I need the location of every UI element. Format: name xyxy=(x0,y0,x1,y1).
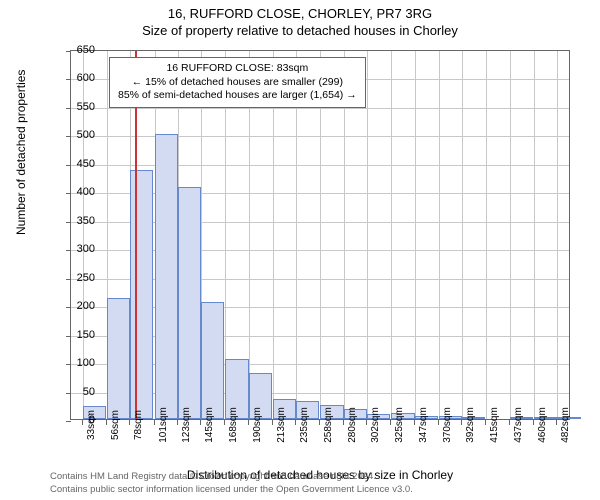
x-tick-label: 325sqm xyxy=(394,407,405,443)
y-tick-label: 50 xyxy=(65,386,95,398)
x-tick-mark xyxy=(129,420,130,425)
info-box-line: 85% of semi-detached houses are larger (… xyxy=(118,89,357,103)
info-box: 16 RUFFORD CLOSE: 83sqm← 15% of detached… xyxy=(109,57,366,108)
y-tick-label: 250 xyxy=(65,272,95,284)
x-tick-label: 302sqm xyxy=(370,407,381,443)
x-tick-mark xyxy=(319,420,320,425)
x-tick-label: 101sqm xyxy=(158,407,169,443)
x-tick-mark xyxy=(224,420,225,425)
y-tick-label: 350 xyxy=(65,215,95,227)
footer-line1: Contains HM Land Registry data © Crown c… xyxy=(50,471,413,483)
y-tick-label: 550 xyxy=(65,101,95,113)
x-tick-label: 213sqm xyxy=(276,407,287,443)
x-tick-label: 235sqm xyxy=(299,407,310,443)
y-tick-label: 450 xyxy=(65,158,95,170)
gridline-vertical xyxy=(439,51,440,419)
plot-area: 16 RUFFORD CLOSE: 83sqm← 15% of detached… xyxy=(70,50,570,420)
x-tick-label: 415sqm xyxy=(489,407,500,443)
x-tick-mark xyxy=(533,420,534,425)
gridline-vertical xyxy=(534,51,535,419)
gridline-vertical xyxy=(557,51,558,419)
histogram-bar xyxy=(107,298,130,419)
y-tick-label: 200 xyxy=(65,300,95,312)
x-tick-mark xyxy=(414,420,415,425)
x-tick-mark xyxy=(177,420,178,425)
x-tick-mark xyxy=(556,420,557,425)
x-tick-mark xyxy=(248,420,249,425)
x-tick-label: 347sqm xyxy=(418,407,429,443)
y-tick-label: 150 xyxy=(65,329,95,341)
x-tick-mark xyxy=(509,420,510,425)
x-tick-mark xyxy=(343,420,344,425)
gridline-vertical xyxy=(486,51,487,419)
histogram-bar xyxy=(155,134,178,419)
x-tick-label: 437sqm xyxy=(513,407,524,443)
x-tick-label: 123sqm xyxy=(181,407,192,443)
x-tick-mark xyxy=(154,420,155,425)
y-axis-label: Number of detached properties xyxy=(14,70,28,235)
gridline-vertical xyxy=(510,51,511,419)
gridline-vertical xyxy=(462,51,463,419)
histogram-bar xyxy=(130,170,153,419)
x-tick-label: 56sqm xyxy=(110,410,121,440)
y-tick-label: 100 xyxy=(65,357,95,369)
x-tick-mark xyxy=(366,420,367,425)
gridline-vertical xyxy=(367,51,368,419)
x-tick-mark xyxy=(438,420,439,425)
x-tick-mark xyxy=(272,420,273,425)
x-tick-label: 168sqm xyxy=(228,407,239,443)
x-tick-label: 482sqm xyxy=(560,407,571,443)
x-tick-label: 258sqm xyxy=(323,407,334,443)
footer-attribution: Contains HM Land Registry data © Crown c… xyxy=(50,471,413,496)
x-tick-mark xyxy=(390,420,391,425)
histogram-bar xyxy=(201,302,224,419)
footer-line2: Contains public sector information licen… xyxy=(50,484,413,496)
x-tick-label: 280sqm xyxy=(347,407,358,443)
y-tick-label: 400 xyxy=(65,186,95,198)
x-tick-mark xyxy=(485,420,486,425)
x-tick-mark xyxy=(461,420,462,425)
info-box-line: ← 15% of detached houses are smaller (29… xyxy=(118,76,357,90)
info-box-line: 16 RUFFORD CLOSE: 83sqm xyxy=(118,62,357,76)
y-tick-label: 600 xyxy=(65,72,95,84)
y-tick-label: 0 xyxy=(65,414,95,426)
y-tick-label: 300 xyxy=(65,243,95,255)
chart-subtitle: Size of property relative to detached ho… xyxy=(0,23,600,38)
x-tick-label: 392sqm xyxy=(465,407,476,443)
x-tick-mark xyxy=(200,420,201,425)
x-tick-label: 190sqm xyxy=(252,407,263,443)
histogram-bar xyxy=(178,187,201,419)
x-tick-label: 460sqm xyxy=(537,407,548,443)
x-tick-label: 78sqm xyxy=(133,410,144,440)
x-tick-mark xyxy=(106,420,107,425)
y-tick-label: 500 xyxy=(65,129,95,141)
x-tick-label: 145sqm xyxy=(204,407,215,443)
x-tick-mark xyxy=(295,420,296,425)
chart-header: 16, RUFFORD CLOSE, CHORLEY, PR7 3RG Size… xyxy=(0,0,600,38)
y-tick-label: 650 xyxy=(65,44,95,56)
gridline-vertical xyxy=(391,51,392,419)
chart-container: 16 RUFFORD CLOSE: 83sqm← 15% of detached… xyxy=(70,50,570,420)
address-title: 16, RUFFORD CLOSE, CHORLEY, PR7 3RG xyxy=(0,6,600,21)
gridline-vertical xyxy=(415,51,416,419)
x-tick-label: 370sqm xyxy=(442,407,453,443)
